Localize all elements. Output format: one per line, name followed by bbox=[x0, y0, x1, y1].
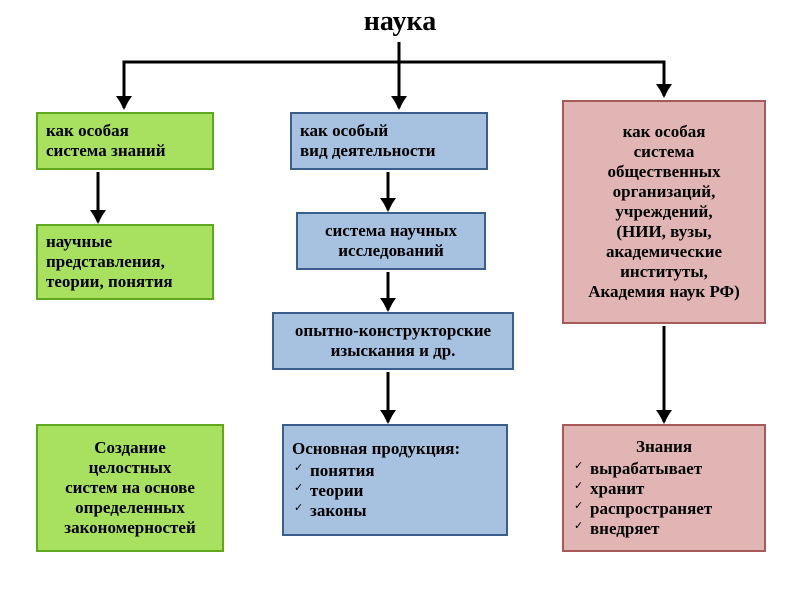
node-text: научные представления, теории, понятия bbox=[46, 232, 204, 292]
arrowhead-icon bbox=[391, 96, 407, 108]
flowchart-stage: наука как особая система знаний научные п… bbox=[0, 0, 800, 600]
node-a1: как особая система знаний bbox=[36, 112, 214, 170]
edge-title-to-c1 bbox=[399, 42, 664, 96]
node-item-list: вырабатываетхранитраспространяетвнедряет bbox=[572, 459, 756, 539]
node-a2: научные представления, теории, понятия bbox=[36, 224, 214, 300]
node-item: хранит bbox=[588, 479, 756, 499]
node-item: вырабатывает bbox=[588, 459, 756, 479]
node-text: Создание целостных систем на основе опре… bbox=[46, 438, 214, 538]
node-item: законы bbox=[308, 501, 498, 521]
node-item: распространяет bbox=[588, 499, 756, 519]
node-text: как особая система общественных организа… bbox=[572, 122, 756, 302]
arrowhead-icon bbox=[116, 96, 132, 108]
arrowhead-icon bbox=[656, 410, 672, 422]
node-b1: как особый вид деятельности bbox=[290, 112, 488, 170]
node-text: как особый вид деятельности bbox=[300, 121, 478, 161]
arrowhead-icon bbox=[380, 298, 396, 310]
node-a3: Создание целостных систем на основе опре… bbox=[36, 424, 224, 552]
node-b4: Основная продукция:понятиятеориизаконы bbox=[282, 424, 508, 536]
node-b2: система научных исследований bbox=[296, 212, 486, 270]
node-text: опытно-конструкторские изыскания и др. bbox=[282, 321, 504, 361]
node-text: как особая система знаний bbox=[46, 121, 204, 161]
node-c1: как особая система общественных организа… bbox=[562, 100, 766, 324]
node-item: понятия bbox=[308, 461, 498, 481]
node-item: внедряет bbox=[588, 519, 756, 539]
node-item-list: понятиятеориизаконы bbox=[292, 461, 498, 521]
node-heading: Знания bbox=[572, 437, 756, 457]
arrowhead-icon bbox=[656, 84, 672, 96]
diagram-title: наука bbox=[335, 6, 465, 40]
node-heading: Основная продукция: bbox=[292, 439, 498, 459]
node-c2: Знаниявырабатываетхранитраспространяетвн… bbox=[562, 424, 766, 552]
arrowhead-icon bbox=[90, 210, 106, 222]
node-item: теории bbox=[308, 481, 498, 501]
edge-title-to-a1 bbox=[124, 42, 399, 108]
node-b3: опытно-конструкторские изыскания и др. bbox=[272, 312, 514, 370]
node-text: система научных исследований bbox=[306, 221, 476, 261]
arrowhead-icon bbox=[380, 198, 396, 210]
arrowhead-icon bbox=[380, 410, 396, 422]
